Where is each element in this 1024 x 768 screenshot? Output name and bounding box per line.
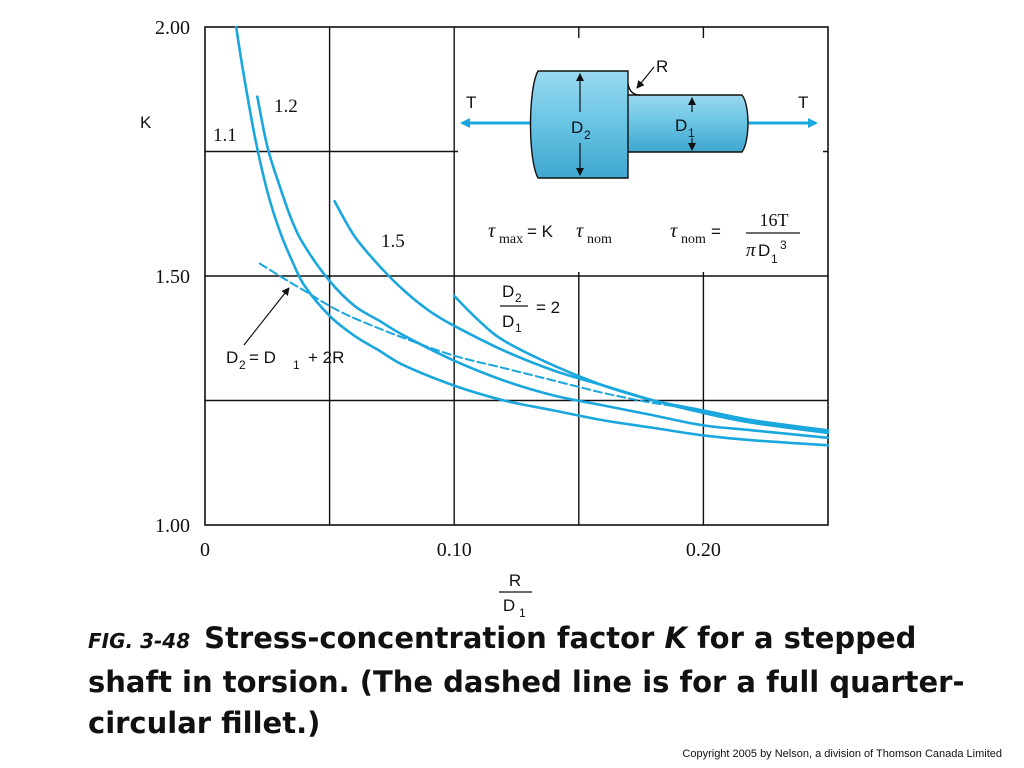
dashed-label-rhs: + 2R: [308, 348, 344, 367]
formula2-D: D: [758, 241, 770, 260]
dashed-label-d2: D: [226, 348, 238, 367]
curve-label-dashed: D 2 = D 1 + 2R: [226, 287, 344, 372]
formula1-tau-nom: τ: [576, 220, 584, 242]
large-shaft: [529, 70, 629, 179]
caption-text-1: Stress-concentration factor: [204, 621, 665, 655]
x-label-denominator-sub: 1: [519, 606, 526, 620]
ratio-bottom: D: [502, 312, 514, 331]
formula2-numerator: 16T: [760, 210, 789, 230]
series-line-1.1: [234, 25, 830, 447]
x-tick-label: 0: [200, 539, 210, 561]
x-axis-label: R D 1: [499, 571, 532, 620]
ratio-bottom-sub: 1: [515, 321, 522, 335]
y-tick-label: 1.00: [155, 515, 190, 537]
fillet: [627, 83, 641, 96]
formula-tau-max: τ max = K τ nom: [488, 220, 612, 247]
copyright-notice: Copyright 2005 by Nelson, a division of …: [682, 748, 1002, 760]
formula2-D-sup: 3: [780, 238, 787, 252]
caption-k: K: [664, 621, 687, 655]
curve-label-1.1: 1.1: [213, 125, 237, 146]
figure-caption: FIG. 3-48 Stress-concentration factor K f…: [88, 618, 988, 744]
d1-label: D: [675, 116, 687, 135]
x-label-numerator: R: [509, 571, 521, 590]
curves: [234, 25, 830, 447]
dashed-label-eq: = D: [249, 348, 276, 367]
caption-text-2: for a stepped shaft in torsion. (The das…: [88, 621, 965, 740]
dashed-label-d2-sub: 2: [239, 358, 246, 372]
formula2-tau: τ: [670, 220, 678, 242]
torque-label-right: T: [798, 93, 808, 112]
formula1-tau: τ: [488, 220, 496, 242]
torque-label-left: T: [466, 93, 476, 112]
ratio-top-sub: 2: [515, 291, 522, 305]
plot-frame: [204, 26, 829, 526]
y-tick-label: 1.50: [155, 266, 190, 288]
formula1-max-sub: max: [499, 232, 523, 247]
ratio-rhs: = 2: [536, 298, 560, 317]
formula2-D-sub: 1: [771, 252, 778, 266]
formula1-nom-sub: nom: [587, 232, 612, 247]
x-tick-label: 0.10: [437, 539, 472, 561]
figure-number: FIG. 3-48: [88, 629, 191, 653]
y-tick-labels: 1.00 1.50 2.00: [155, 17, 190, 537]
radius-label: R: [656, 57, 668, 76]
d2-label-sub: 2: [584, 128, 591, 142]
x-tick-label: 0.20: [686, 539, 721, 561]
radius-pointer: [636, 66, 655, 89]
ratio-top: D: [502, 282, 514, 301]
series-line-d2-d1-2r: [258, 262, 829, 434]
y-tick-label: 2.00: [155, 17, 190, 39]
dashed-label-d1-sub: 1: [293, 358, 300, 372]
d2-label: D: [571, 118, 583, 137]
shaft-diagram: T T R D 2 D 1: [460, 57, 818, 179]
curve-label-1.5: 1.5: [381, 231, 405, 252]
d1-label-sub: 1: [688, 126, 695, 140]
series-line-1.2: [256, 95, 830, 440]
small-shaft: [625, 94, 749, 153]
formula2-pi: π: [746, 240, 756, 261]
x-tick-labels: 0 0.10 0.20: [200, 539, 721, 561]
dashed-label-pointer: [243, 287, 290, 346]
y-axis-label: K: [140, 113, 152, 132]
formula1-eq: = K: [527, 222, 554, 241]
formula-tau-nom: τ nom = 16T π D 1 3: [670, 210, 800, 266]
curve-label-ratio: D 2 D 1 = 2: [500, 282, 560, 335]
formula2-eq: =: [711, 222, 721, 241]
series-line-1.5: [333, 200, 830, 435]
formula2-nom-sub: nom: [681, 232, 706, 247]
curve-label-1.2: 1.2: [274, 96, 298, 117]
x-label-denominator: D: [503, 596, 515, 615]
